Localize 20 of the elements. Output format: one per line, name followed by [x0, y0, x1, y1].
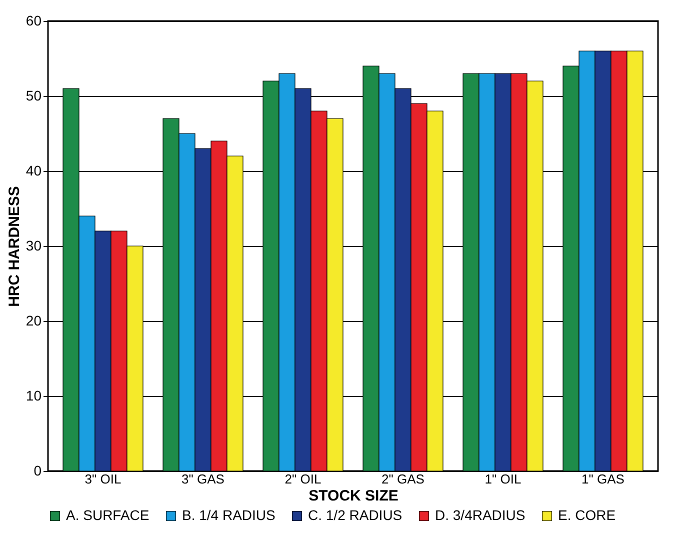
x-tick-label: 1" GAS	[582, 472, 625, 486]
y-axis-title: HRC HARDNESS	[6, 186, 23, 307]
legend-label: E. CORE	[558, 507, 616, 523]
x-tick-label: 2" GAS	[382, 472, 425, 486]
legend-label: B. 1/4 RADIUS	[182, 507, 276, 523]
y-tick-label: 30	[26, 238, 42, 254]
legend-label: A. SURFACE	[66, 507, 150, 523]
legend-label: C. 1/2 RADIUS	[308, 507, 402, 523]
x-tick-label: 3" OIL	[84, 472, 122, 486]
x-axis-title: STOCK SIZE	[308, 488, 398, 504]
x-tick-label: 3" GAS	[182, 472, 225, 486]
legend-label: D. 3/4RADIUS	[435, 507, 526, 523]
y-tick-label: 50	[26, 88, 42, 104]
y-tick-label: 10	[26, 388, 42, 404]
y-tick-label: 0	[34, 462, 42, 478]
y-tick-label: 40	[26, 162, 42, 178]
y-tick-label: 60	[26, 12, 42, 28]
x-tick-label: 2" OIL	[284, 472, 322, 486]
x-tick-label: 1" OIL	[484, 472, 522, 486]
y-tick-label: 20	[26, 312, 42, 328]
